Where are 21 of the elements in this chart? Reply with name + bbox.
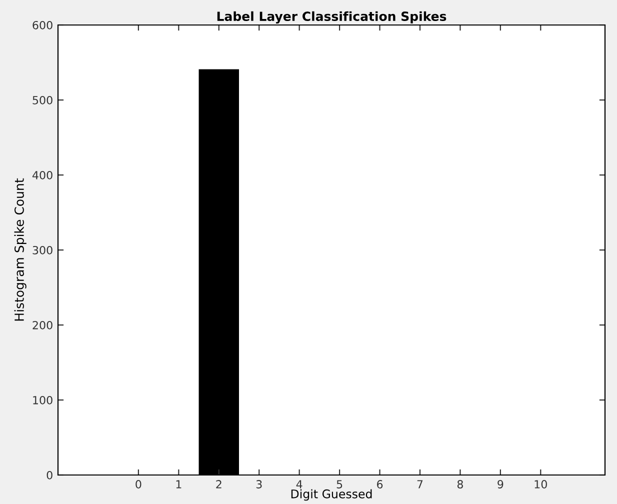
y-tick-label: 100 [33,396,52,404]
y-tick-label: 600 [32,20,52,30]
x-tick-label: 2 [216,480,222,488]
y-tick-label: 500 [32,96,52,104]
x-tick-label: 6 [377,480,383,488]
x-tick-label: 3 [256,480,262,488]
x-axis-title: Digit Guessed [291,489,372,501]
x-tick-label: 1 [176,480,182,488]
y-tick-label: 300 [32,246,52,254]
x-tick-label: 5 [336,480,342,488]
y-axis-title: Histogram Spike Count [14,178,26,321]
x-tick-label: 9 [498,480,504,488]
x-tick-label: 10 [534,480,547,488]
x-tick-label: 8 [457,480,463,488]
y-tick-label: 400 [32,170,52,180]
y-tick-label: 0 [46,470,52,480]
x-tick-label: 7 [417,480,423,488]
x-tick-label: 4 [296,480,302,488]
y-tick-label: 200 [32,320,52,330]
x-tick-label: 0 [136,480,142,488]
chart-title: Label Layer Classification Spikes [217,11,446,24]
